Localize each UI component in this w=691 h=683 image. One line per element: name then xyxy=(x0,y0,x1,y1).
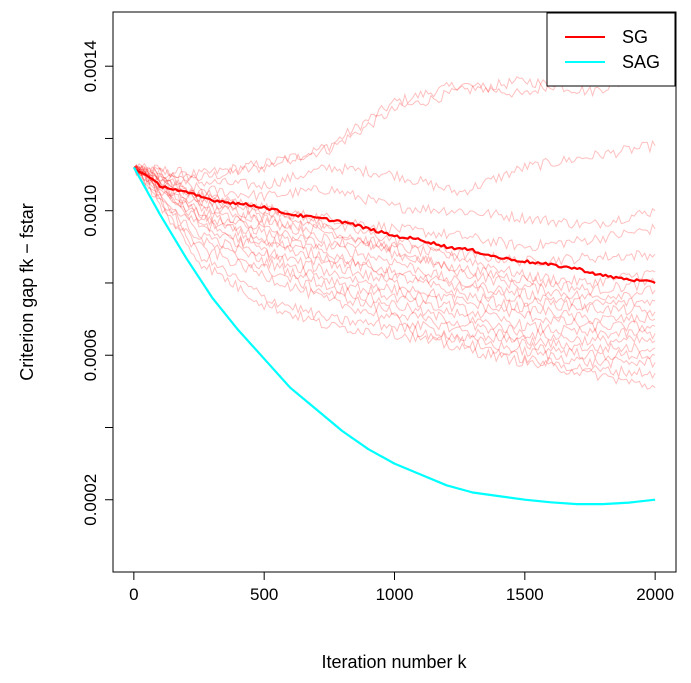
series-line-sg xyxy=(133,166,656,284)
sg-sample-path-12 xyxy=(133,165,656,325)
sg-sample-path-2 xyxy=(133,68,656,180)
series-lines xyxy=(132,166,656,506)
x-tick-label-1000: 1000 xyxy=(376,585,414,604)
x-axis: 0 500 1000 1500 2000 xyxy=(129,571,674,604)
sg-sample-path-17 xyxy=(133,167,656,361)
y-tick-label-2: 0.0006 xyxy=(81,329,100,381)
sg-sample-path-20 xyxy=(133,166,656,390)
sg-sample-path-8 xyxy=(133,166,656,297)
sg-sample-paths xyxy=(133,46,656,390)
x-tick-label-500: 500 xyxy=(250,585,278,604)
y-axis: 0.0002 0.0006 0.0010 0.0014 xyxy=(81,40,114,526)
sg-sample-path-11 xyxy=(133,167,656,317)
legend-label-sag: SAG xyxy=(622,52,660,72)
x-axis-title: Iteration number k xyxy=(321,652,467,672)
sg-sample-path-10 xyxy=(133,166,656,310)
sg-sample-path-7 xyxy=(133,163,656,290)
y-tick-label-6: 0.0014 xyxy=(81,40,100,92)
sg-sample-path-14 xyxy=(133,164,656,340)
sg-sample-path-13 xyxy=(133,167,656,334)
x-tick-label-2000: 2000 xyxy=(636,585,674,604)
sg-sample-path-4 xyxy=(133,166,656,230)
sg-sample-path-18 xyxy=(133,164,656,370)
sg-sample-path-16 xyxy=(133,166,656,354)
x-tick-label-0: 0 xyxy=(129,585,138,604)
y-axis-title: Criterion gap fk − fstar xyxy=(17,203,37,381)
legend-label-sg: SG xyxy=(622,27,648,47)
x-tick-label-1500: 1500 xyxy=(506,585,544,604)
sg-sample-path-15 xyxy=(133,165,656,348)
legend-box xyxy=(546,12,676,87)
sg-sample-path-9 xyxy=(133,166,656,301)
y-tick-label-0: 0.0002 xyxy=(81,474,100,526)
sg-sample-path-3 xyxy=(133,139,656,197)
sg-sample-path-19 xyxy=(133,166,656,380)
y-tick-label-4: 0.0010 xyxy=(81,185,100,237)
series-line-sag xyxy=(132,166,656,506)
legend: SG SAG xyxy=(546,12,676,87)
